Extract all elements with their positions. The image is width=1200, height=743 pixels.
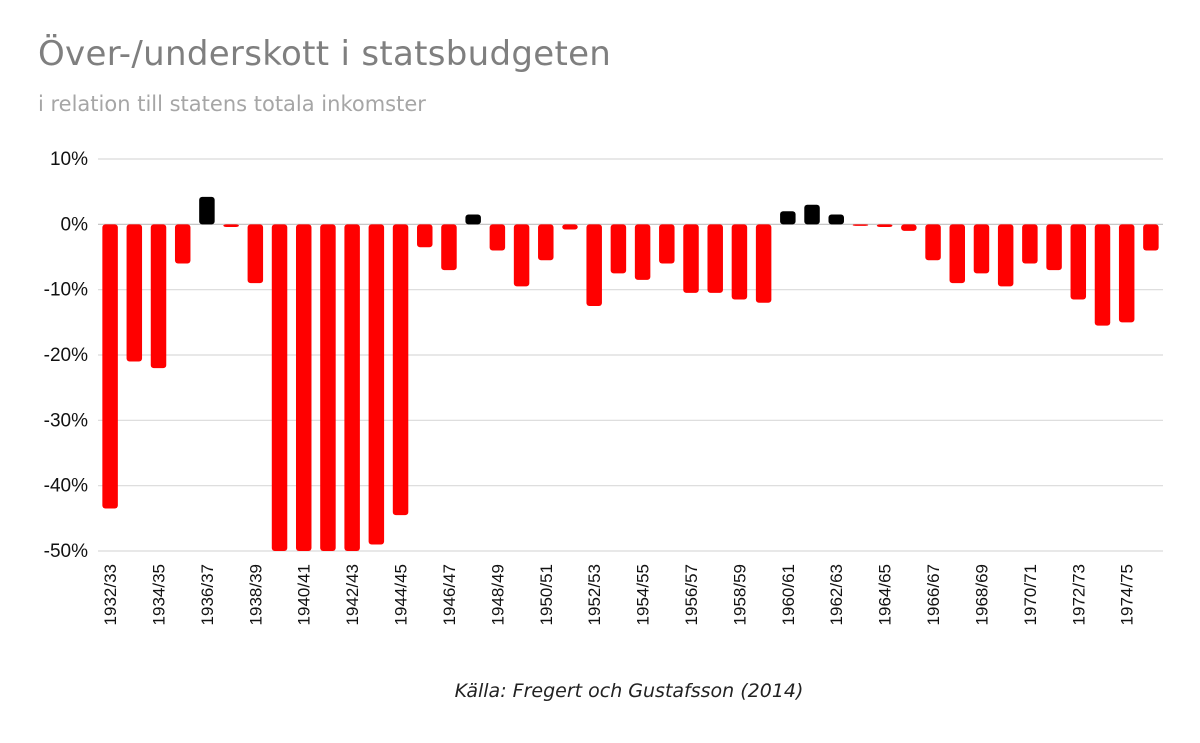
bar-1973-74 [1094, 224, 1111, 326]
bar-1945-46 [417, 224, 433, 248]
x-tick-label: 1942/43 [343, 564, 362, 625]
bar-1964-65 [876, 224, 893, 227]
bar-1967-68 [949, 224, 966, 284]
bars [102, 196, 1159, 552]
y-axis-ticks: 10% 0% -10% -20% -30% -40% -50% [44, 149, 88, 562]
x-tick-label: 1946/47 [440, 564, 459, 625]
x-tick-label: 1934/35 [150, 564, 169, 625]
x-tick-label: 1964/65 [876, 564, 895, 625]
bar-1974-75 [1118, 224, 1135, 323]
y-tick-label: -40% [44, 476, 88, 497]
x-tick-label: 1958/59 [730, 564, 749, 625]
bar-1932-33 [102, 224, 118, 509]
bar-1958-59 [731, 224, 748, 300]
bar-1960-61 [780, 211, 796, 225]
bar-1965-66 [901, 224, 917, 231]
bar-1950-51 [538, 224, 554, 261]
y-tick-label: -50% [44, 541, 88, 562]
bar-1953-54 [610, 224, 627, 274]
chart-subtitle: i relation till statens totala inkomster [38, 92, 426, 116]
bar-1956-57 [683, 224, 699, 293]
bar-1935-36 [174, 224, 191, 264]
x-tick-label: 1970/71 [1021, 564, 1040, 625]
x-tick-label: 1950/51 [537, 564, 556, 625]
bar-1936-37 [199, 196, 215, 225]
x-tick-label: 1966/67 [924, 564, 943, 625]
x-tick-label: 1962/63 [827, 564, 846, 625]
bar-1940-41 [295, 224, 312, 552]
bar-1954-55 [634, 224, 651, 280]
x-tick-label: 1954/55 [634, 564, 653, 625]
y-tick-label: 0% [61, 214, 89, 235]
y-tick-label: -20% [44, 345, 88, 366]
x-tick-label: 1936/37 [198, 564, 217, 625]
bar-1969-70 [997, 224, 1014, 287]
chart-title: Över-/underskott i statsbudgeten [38, 34, 612, 74]
x-tick-label: 1968/69 [972, 564, 991, 625]
y-tick-label: -30% [44, 410, 88, 431]
bar-1938-39 [247, 224, 264, 284]
bar-1933-34 [126, 224, 143, 362]
x-tick-label: 1940/41 [295, 564, 314, 625]
gridlines [98, 158, 1163, 552]
x-tick-label: 1948/49 [488, 564, 507, 625]
x-tick-label: 1974/75 [1118, 564, 1137, 625]
bar-1941-42 [320, 224, 336, 552]
y-tick-label: -10% [44, 280, 88, 301]
bar-1942-43 [344, 224, 360, 552]
x-tick-label: 1952/53 [585, 564, 604, 625]
bar-1963-64 [852, 224, 869, 226]
bar-1947-48 [465, 214, 481, 225]
x-tick-label: 1960/61 [779, 564, 798, 625]
bar-1951-52 [562, 224, 578, 230]
bar-1955-56 [659, 224, 675, 264]
bar-1939-40 [271, 224, 288, 552]
bar-1937-38 [223, 224, 239, 227]
bar-1943-44 [368, 224, 385, 545]
bar-1975-76 [1143, 224, 1159, 251]
bar-1968-69 [973, 224, 990, 274]
bar-1952-53 [586, 224, 602, 306]
x-tick-label: 1972/73 [1069, 564, 1088, 625]
x-axis-ticks: 1932/33 1934/35 1936/37 1938/39 1940/41 1942/… [101, 564, 1137, 625]
bar-1970-71 [1022, 224, 1038, 264]
bar-1944-45 [392, 224, 409, 516]
bar-1961-62 [804, 204, 820, 225]
x-tick-label: 1944/45 [392, 564, 411, 625]
bar-1946-47 [441, 224, 457, 271]
bar-1959-60 [755, 224, 772, 303]
bar-1966-67 [925, 224, 941, 261]
x-tick-label: 1956/57 [682, 564, 701, 625]
x-tick-label: 1938/39 [246, 564, 265, 625]
bar-1957-58 [707, 224, 723, 293]
x-tick-label: 1932/33 [101, 564, 120, 625]
bar-1948-49 [489, 224, 506, 251]
y-tick-label: 10% [50, 149, 88, 170]
bar-1934-35 [150, 224, 167, 369]
source-note: Källa: Fregert och Gustafsson (2014) [454, 680, 804, 702]
bar-1972-73 [1070, 224, 1087, 300]
bar-1971-72 [1046, 224, 1062, 271]
bar-1962-63 [828, 214, 844, 225]
bar-1949-50 [513, 224, 530, 287]
